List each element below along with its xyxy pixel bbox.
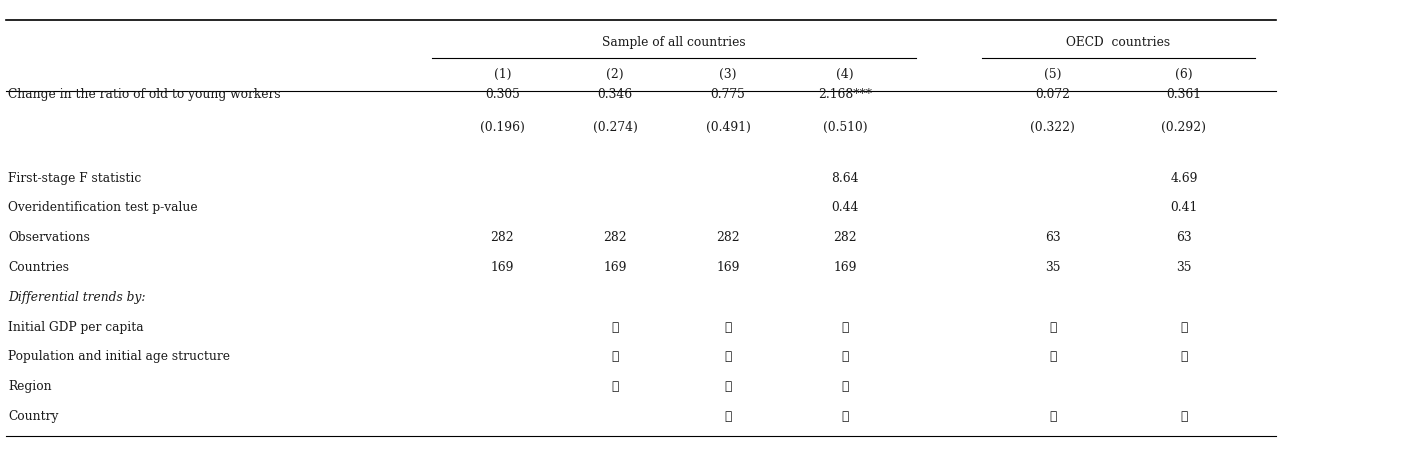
Text: 169: 169 xyxy=(717,261,740,274)
Text: ✓: ✓ xyxy=(1049,321,1056,334)
Text: ✓: ✓ xyxy=(612,351,619,363)
Text: (4): (4) xyxy=(837,68,854,81)
Text: Population and initial age structure: Population and initial age structure xyxy=(8,351,230,363)
Text: ✓: ✓ xyxy=(724,380,732,393)
Text: ✓: ✓ xyxy=(841,351,848,363)
Text: Region: Region xyxy=(8,380,52,393)
Text: 282: 282 xyxy=(604,231,626,244)
Text: 0.361: 0.361 xyxy=(1167,88,1202,101)
Text: ✓: ✓ xyxy=(724,321,732,334)
Text: Differential trends by:: Differential trends by: xyxy=(8,291,146,304)
Text: First-stage F statistic: First-stage F statistic xyxy=(8,172,141,185)
Text: 4.69: 4.69 xyxy=(1171,172,1198,185)
Text: 0.305: 0.305 xyxy=(485,88,520,101)
Text: 282: 282 xyxy=(491,231,515,244)
Text: 0.44: 0.44 xyxy=(831,201,858,214)
Text: (0.292): (0.292) xyxy=(1161,120,1206,133)
Text: (2): (2) xyxy=(607,68,624,81)
Text: 63: 63 xyxy=(1045,231,1060,244)
Text: 0.41: 0.41 xyxy=(1171,201,1198,214)
Text: ✓: ✓ xyxy=(1181,410,1188,423)
Text: Initial GDP per capita: Initial GDP per capita xyxy=(8,321,144,334)
Text: ✓: ✓ xyxy=(1049,410,1056,423)
Text: Country: Country xyxy=(8,410,59,423)
Text: 2.168***: 2.168*** xyxy=(819,88,872,101)
Text: ✓: ✓ xyxy=(612,321,619,334)
Text: Change in the ratio of old to young workers: Change in the ratio of old to young work… xyxy=(8,88,281,101)
Text: ✓: ✓ xyxy=(1181,351,1188,363)
Text: Countries: Countries xyxy=(8,261,69,274)
Text: 0.775: 0.775 xyxy=(711,88,745,101)
Text: ✓: ✓ xyxy=(724,351,732,363)
Text: (0.274): (0.274) xyxy=(592,120,638,133)
Text: ✓: ✓ xyxy=(612,380,619,393)
Text: Sample of all countries: Sample of all countries xyxy=(602,36,745,49)
Text: (1): (1) xyxy=(493,68,510,81)
Text: (5): (5) xyxy=(1044,68,1062,81)
Text: Overidentification test p-value: Overidentification test p-value xyxy=(8,201,198,214)
Text: 63: 63 xyxy=(1176,231,1192,244)
Text: 0.072: 0.072 xyxy=(1035,88,1070,101)
Text: 169: 169 xyxy=(833,261,857,274)
Text: ✓: ✓ xyxy=(841,380,848,393)
Text: ✓: ✓ xyxy=(724,410,732,423)
Text: 8.64: 8.64 xyxy=(831,172,860,185)
Text: 35: 35 xyxy=(1176,261,1192,274)
Text: (0.196): (0.196) xyxy=(479,120,525,133)
Text: ✓: ✓ xyxy=(841,321,848,334)
Text: (3): (3) xyxy=(720,68,737,81)
Text: (0.510): (0.510) xyxy=(823,120,868,133)
Text: (0.491): (0.491) xyxy=(706,120,751,133)
Text: 282: 282 xyxy=(833,231,857,244)
Text: 35: 35 xyxy=(1045,261,1060,274)
Text: (0.322): (0.322) xyxy=(1031,120,1075,133)
Text: ✓: ✓ xyxy=(1181,321,1188,334)
Text: 169: 169 xyxy=(491,261,515,274)
Text: OECD  countries: OECD countries xyxy=(1066,36,1171,49)
Text: 169: 169 xyxy=(604,261,626,274)
Text: Observations: Observations xyxy=(8,231,90,244)
Text: ✓: ✓ xyxy=(841,410,848,423)
Text: (6): (6) xyxy=(1175,68,1193,81)
Text: ✓: ✓ xyxy=(1049,351,1056,363)
Text: 0.346: 0.346 xyxy=(598,88,633,101)
Text: 282: 282 xyxy=(717,231,740,244)
